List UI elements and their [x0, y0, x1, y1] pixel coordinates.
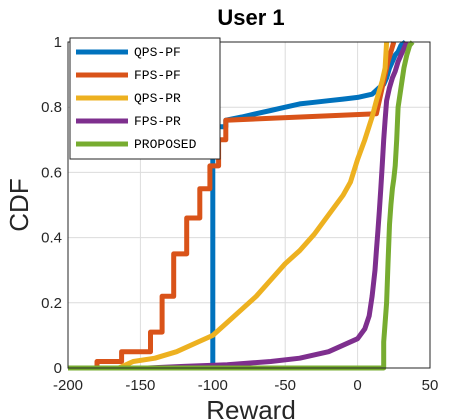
legend: QPS-PF FPS-PF QPS-PR FPS-PR PROPOSED: [69, 37, 221, 160]
y-tick-label: 1: [54, 34, 62, 51]
series-line-proposed: [68, 40, 415, 371]
y-axis-label: CDF: [4, 178, 34, 231]
x-tick-label: 0: [353, 377, 361, 394]
x-tick-label: -50: [274, 377, 296, 394]
y-tick-label: 0: [54, 360, 62, 377]
y-tick-label: 0.4: [41, 230, 62, 247]
series-layer: [68, 40, 415, 371]
x-tick-label: -150: [125, 377, 155, 394]
chart-title: User 1: [217, 5, 284, 30]
x-tick-label: 50: [422, 377, 439, 394]
legend-label: FPS-PR: [134, 114, 181, 129]
x-tick-label: -100: [198, 377, 228, 394]
legend-label: QPS-PR: [134, 91, 181, 106]
series-line-qps-pr: [68, 41, 390, 371]
y-tick-label: 0.2: [41, 295, 62, 312]
legend-label: QPS-PF: [134, 45, 181, 60]
y-tick-label: 0.8: [41, 99, 62, 116]
plot-frame: [67, 41, 431, 369]
x-tick-label: -200: [53, 377, 83, 394]
y-tick-label: 0.6: [41, 164, 62, 181]
series-line-fps-pr: [68, 40, 410, 371]
legend-label: FPS-PF: [134, 68, 181, 83]
legend-label: PROPOSED: [134, 137, 197, 152]
tick-labels: -200 -150 -100 -50 0 50 0 0.2 0.4 0.6 0.8 1: [41, 34, 438, 394]
x-axis-label: Reward: [206, 395, 296, 419]
